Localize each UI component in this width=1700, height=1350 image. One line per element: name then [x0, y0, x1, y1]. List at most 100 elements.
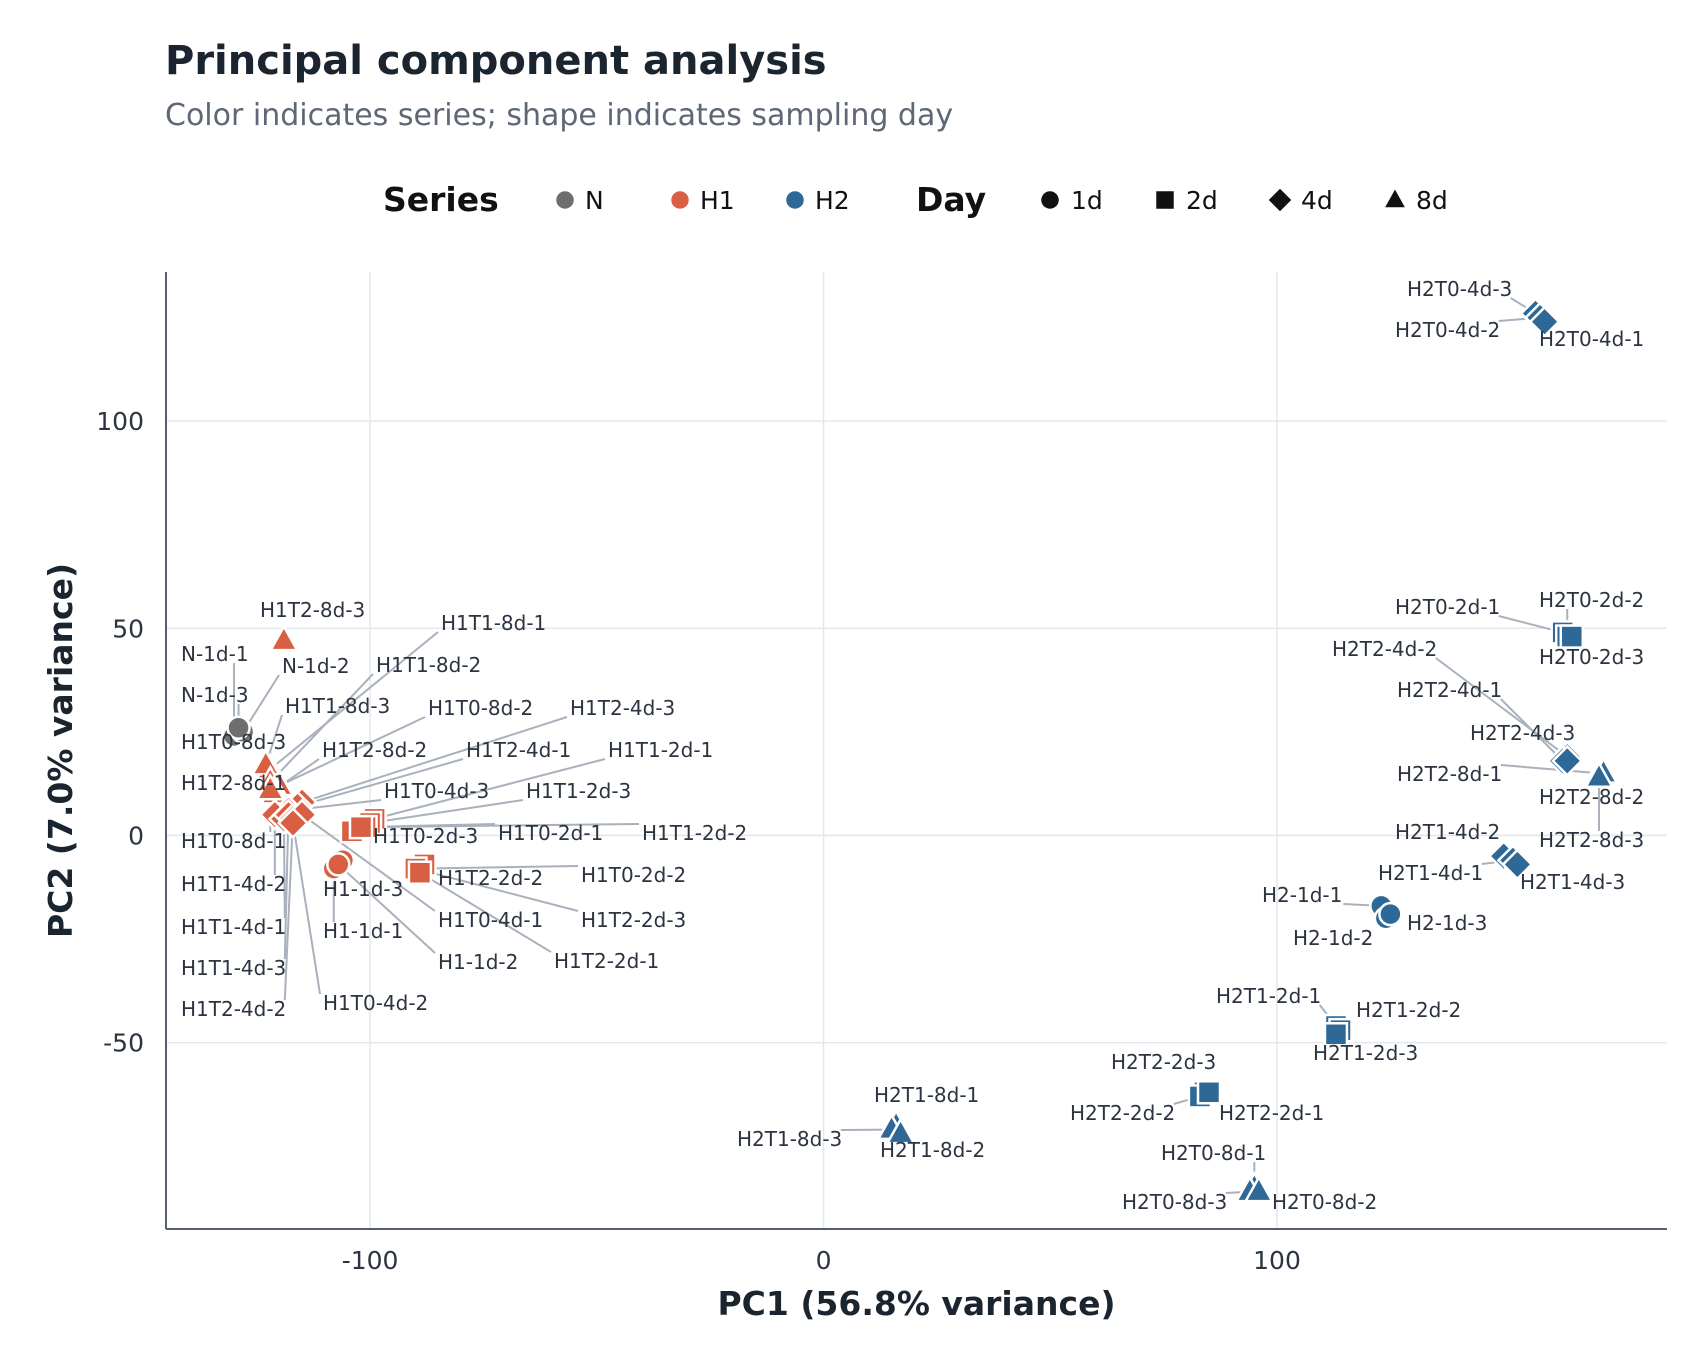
point-label: H2T2-4d-2: [1332, 637, 1437, 661]
label-leader-line: [369, 799, 524, 824]
label-leader-line: [283, 818, 294, 1001]
point-label: H1T0-4d-3: [384, 779, 489, 803]
point-label: H1T2-8d-1: [181, 771, 286, 795]
point-label: H1T0-8d-2: [428, 696, 533, 720]
legend-series-label: H1: [700, 186, 735, 215]
point-label: H1T2-8d-2: [322, 738, 427, 762]
point-label: H2T2-4d-1: [1397, 678, 1502, 702]
point-label: H2T0-2d-2: [1539, 588, 1644, 612]
legend-day-title: Day: [916, 180, 986, 219]
grid-lines: [166, 272, 1667, 1229]
data-point: [1323, 1022, 1349, 1047]
data-point: [1501, 848, 1534, 881]
point-label: H2T2-4d-3: [1470, 721, 1575, 745]
data-point: [226, 715, 251, 740]
x-tick-label: 100: [1253, 1246, 1301, 1275]
point-label: H2T1-4d-3: [1520, 870, 1625, 894]
label-leader-line: [291, 822, 321, 995]
data-point: [1551, 744, 1584, 777]
point-label: H2T1-4d-1: [1378, 861, 1483, 885]
point-label: N-1d-1: [181, 642, 249, 666]
legend-day-key: [1038, 188, 1062, 212]
label-leader-line: [1435, 657, 1568, 758]
point-label: H1T2-2d-1: [554, 949, 659, 973]
point-label: H1T0-2d-2: [581, 863, 686, 887]
data-point: [254, 772, 286, 801]
point-label: H2-1d-1: [1262, 883, 1342, 907]
point-label: H2T0-4d-1: [1539, 327, 1644, 351]
point-label: H1T0-4d-1: [438, 908, 543, 932]
legend-day-key: [1153, 188, 1177, 212]
label-leader-line: [269, 631, 439, 770]
legend-series-key: [668, 188, 692, 212]
label-leader-line: [297, 758, 464, 808]
point-label: H1T1-8d-2: [376, 653, 481, 677]
point-label: H1T2-2d-2: [438, 866, 543, 890]
legend-series-label: H2: [815, 186, 850, 215]
chart-subtitle: Color indicates series; shape indicates …: [165, 98, 954, 133]
point-label: H1-1d-3: [323, 877, 403, 901]
point-label: H2T1-2d-3: [1313, 1041, 1418, 1065]
chart-title: Principal component analysis: [165, 38, 827, 84]
point-label: H2T1-8d-2: [880, 1138, 985, 1162]
label-leader-line: [301, 813, 436, 912]
point-label: H2T2-8d-2: [1539, 785, 1644, 809]
label-leader-line: [274, 673, 374, 779]
point-label: H2T0-2d-1: [1395, 595, 1500, 619]
data-point: [1528, 305, 1561, 338]
x-tick-label: 0: [816, 1246, 832, 1275]
y-tick-label: 100: [96, 407, 144, 436]
data-point: [407, 860, 433, 885]
point-label: H2T2-2d-3: [1111, 1050, 1216, 1074]
legend-series-title: Series: [383, 180, 499, 219]
data-point: [348, 814, 374, 840]
point-label: H2T1-8d-1: [874, 1083, 979, 1107]
point-label: H1T2-8d-3: [260, 598, 365, 622]
point-label: H2T0-8d-2: [1272, 1190, 1377, 1214]
point-label: H2T2-8d-3: [1539, 828, 1644, 852]
point-label: H2T2-8d-1: [1397, 762, 1502, 786]
label-leader-line: [419, 871, 552, 953]
legend-series-label: N: [585, 186, 604, 215]
y-tick-label: 0: [128, 821, 144, 850]
y-tick-label: -50: [103, 1029, 144, 1058]
point-label: H1T0-4d-2: [323, 991, 428, 1015]
point-label: H2T2-2d-2: [1070, 1101, 1175, 1125]
point-label: H1T1-2d-2: [642, 821, 747, 845]
label-leader-line: [278, 716, 426, 787]
point-label: H1T1-8d-1: [441, 611, 546, 635]
point-label: H2T2-2d-1: [1219, 1101, 1324, 1125]
point-label: H1T1-2d-3: [526, 779, 631, 803]
point-label: H1T2-4d-3: [570, 696, 675, 720]
point-label: H1-1d-1: [323, 919, 403, 943]
point-label: H1T0-8d-1: [181, 829, 286, 853]
data-point: [276, 806, 310, 840]
point-label: H2T1-2d-1: [1216, 984, 1321, 1008]
label-leader-line: [301, 716, 568, 804]
y-axis-title: PC2 (7.0% variance): [41, 563, 80, 938]
label-leader-line: [283, 814, 290, 960]
data-point: [326, 852, 351, 877]
point-label: N-1d-3: [181, 683, 249, 707]
legend-day-label: 2d: [1186, 186, 1218, 215]
legend-series-key: [783, 188, 807, 212]
data-point: [268, 623, 300, 652]
label-leader-line: [1500, 698, 1564, 762]
point-label: H2T1-8d-3: [737, 1127, 842, 1151]
legend-day-label: 8d: [1416, 186, 1448, 215]
point-label: H2T0-8d-3: [1122, 1190, 1227, 1214]
point-label: H2T0-8d-1: [1161, 1141, 1266, 1165]
legend-day-label: 1d: [1071, 186, 1103, 215]
point-label: H1T2-2d-3: [581, 908, 686, 932]
point-label: H1T1-4d-3: [181, 956, 286, 980]
data-point: [1559, 624, 1585, 649]
label-leader-line: [282, 818, 286, 919]
point-label: H1T0-2d-3: [373, 824, 478, 848]
point-label: H1-1d-2: [438, 950, 518, 974]
legend-day-key: [1380, 184, 1410, 210]
point-label: H2T1-2d-2: [1356, 998, 1461, 1022]
point-label: H2T0-4d-3: [1407, 277, 1512, 301]
point-label: H1T1-4d-2: [181, 872, 286, 896]
point-label: H1T0-2d-1: [498, 821, 603, 845]
x-axis-title: PC1 (56.8% variance): [717, 1284, 1115, 1323]
